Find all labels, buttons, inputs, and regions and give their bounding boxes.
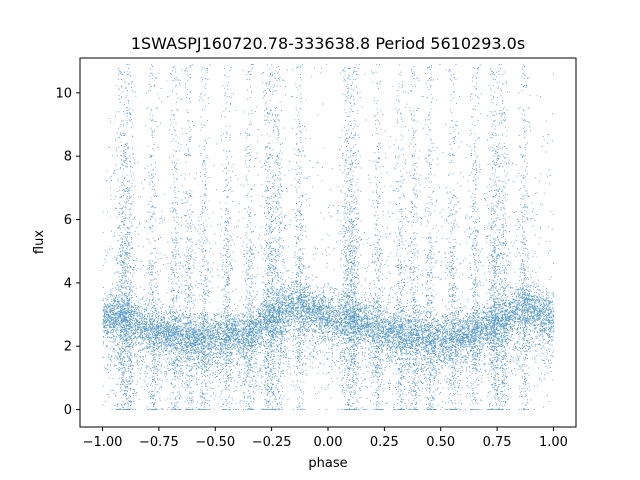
x-tick-label: −0.50 — [195, 435, 235, 450]
x-tick-label: 0.25 — [370, 435, 399, 450]
x-tick-label: 1.00 — [539, 435, 568, 450]
x-axis-ticks: −1.00 −0.75 −0.50 −0.25 0.00 0.25 0.50 0.75 1.00 — [83, 427, 568, 450]
y-tick-label: 10 — [55, 86, 72, 101]
x-tick-label: 0.00 — [314, 435, 343, 450]
x-tick-label: 0.75 — [483, 435, 512, 450]
chart-title: 1SWASPJ160720.78-333638.8 Period 5610293… — [131, 34, 525, 53]
y-tick-label: 4 — [64, 276, 72, 291]
x-axis-label: phase — [308, 456, 347, 471]
flux-points — [102, 63, 555, 411]
x-tick-label: −1.00 — [83, 435, 123, 450]
x-tick-label: −0.25 — [252, 435, 292, 450]
y-tick-label: 0 — [64, 403, 72, 418]
y-tick-label: 2 — [64, 340, 72, 355]
y-tick-label: 6 — [64, 213, 72, 228]
x-tick-label: 0.50 — [426, 435, 455, 450]
y-tick-label: 8 — [64, 150, 72, 165]
y-axis-ticks: 0 2 4 6 8 10 — [55, 86, 80, 418]
scatter-points — [102, 63, 555, 411]
y-axis-label: flux — [32, 230, 47, 254]
x-tick-label: −0.75 — [139, 435, 179, 450]
